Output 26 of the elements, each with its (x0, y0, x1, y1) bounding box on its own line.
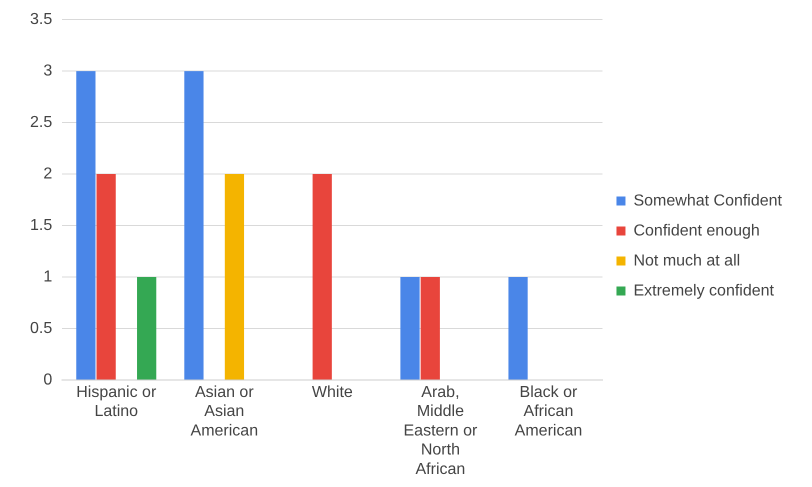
bar (224, 174, 244, 380)
y-tick-label: 2 (43, 165, 52, 182)
legend-label: Extremely confident (633, 282, 775, 300)
bar (137, 277, 156, 380)
x-tick-label: Black or African American (514, 384, 582, 440)
bar (420, 277, 440, 380)
bar (76, 71, 96, 380)
x-tick-label: Arab, Middle Eastern or North African (403, 384, 478, 478)
bar (400, 277, 420, 380)
bar (312, 174, 332, 380)
bar (96, 174, 116, 380)
bar (508, 277, 528, 380)
y-tick-label: 3 (43, 62, 52, 80)
legend-label: Not much at all (633, 252, 740, 270)
y-tick-label: 0 (43, 371, 52, 388)
y-tick-label: 1 (43, 268, 52, 286)
bar (184, 71, 204, 380)
x-tick-label: White (312, 384, 353, 402)
legend-label: Confident enough (633, 222, 760, 240)
y-tick-label: 1.5 (30, 216, 52, 234)
y-tick-label: 0.5 (30, 320, 52, 337)
y-tick-label: 3.5 (30, 11, 52, 28)
x-tick-label: Hispanic or Latino (76, 384, 157, 420)
legend-label: Somewhat Confident (633, 192, 783, 210)
x-tick-label: Asian or Asian American (190, 384, 258, 440)
y-tick-label: 2.5 (30, 114, 52, 131)
